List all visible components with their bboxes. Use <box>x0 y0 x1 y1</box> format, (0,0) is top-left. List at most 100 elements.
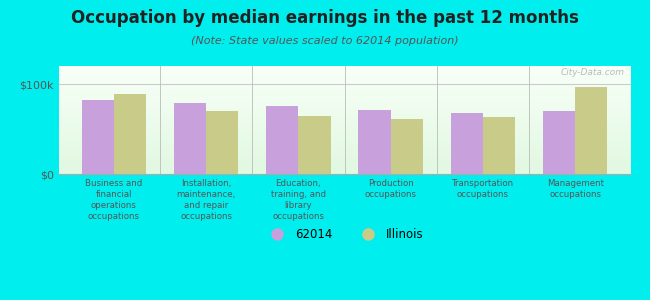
Bar <box>58 128 630 129</box>
Bar <box>298 116 331 174</box>
Bar <box>358 110 391 174</box>
Bar <box>58 120 630 121</box>
Bar <box>58 140 630 142</box>
Bar <box>58 154 630 156</box>
Bar <box>58 148 630 149</box>
Bar <box>58 161 630 162</box>
Bar <box>58 173 630 174</box>
Bar <box>58 151 630 152</box>
Bar <box>58 108 630 109</box>
Bar <box>58 118 630 119</box>
Bar <box>58 112 630 113</box>
Bar <box>58 74 630 75</box>
Bar <box>575 87 608 174</box>
Text: (Note: State values scaled to 62014 population): (Note: State values scaled to 62014 popu… <box>191 36 459 46</box>
Bar <box>58 158 630 159</box>
Text: City-Data.com: City-Data.com <box>561 68 625 77</box>
Bar <box>58 163 630 164</box>
Bar <box>58 75 630 76</box>
Bar <box>58 129 630 130</box>
Bar <box>58 67 630 68</box>
Bar <box>58 169 630 170</box>
Bar <box>58 95 630 96</box>
Bar <box>58 150 630 151</box>
Bar <box>58 137 630 138</box>
Bar <box>58 83 630 84</box>
Bar <box>58 82 630 83</box>
Bar <box>174 103 206 174</box>
Bar <box>58 156 630 157</box>
Bar <box>58 147 630 148</box>
Bar <box>58 124 630 125</box>
Bar <box>58 162 630 163</box>
Bar <box>58 102 630 103</box>
Bar <box>543 111 575 174</box>
Bar <box>58 91 630 92</box>
Bar <box>58 133 630 134</box>
Bar <box>58 172 630 173</box>
Bar <box>58 152 630 154</box>
Bar <box>58 171 630 172</box>
Bar <box>58 132 630 133</box>
Bar <box>58 86 630 88</box>
Bar <box>58 97 630 98</box>
Bar <box>81 100 114 174</box>
Bar <box>58 78 630 79</box>
Bar <box>58 131 630 132</box>
Bar <box>58 98 630 100</box>
Bar <box>58 106 630 107</box>
Bar <box>483 117 515 174</box>
Bar <box>58 81 630 82</box>
Bar <box>58 117 630 118</box>
Bar <box>58 94 630 95</box>
Bar <box>114 94 146 174</box>
Bar <box>58 73 630 74</box>
Bar <box>58 122 630 123</box>
Bar <box>58 100 630 102</box>
Bar <box>58 111 630 112</box>
Bar <box>58 127 630 128</box>
Bar <box>58 125 630 127</box>
Bar <box>266 106 298 174</box>
Bar <box>58 160 630 161</box>
Bar <box>58 110 630 111</box>
Bar <box>58 143 630 144</box>
Bar <box>58 159 630 160</box>
Bar <box>450 113 483 174</box>
Bar <box>58 96 630 97</box>
Bar <box>58 116 630 117</box>
Bar <box>58 149 630 150</box>
Bar <box>58 79 630 80</box>
Bar <box>58 121 630 122</box>
Bar <box>58 80 630 81</box>
Bar <box>58 104 630 105</box>
Bar <box>58 103 630 104</box>
Bar <box>58 105 630 106</box>
Bar <box>58 144 630 145</box>
Bar <box>58 69 630 70</box>
Bar <box>58 71 630 73</box>
Bar <box>58 68 630 69</box>
Bar <box>58 70 630 71</box>
Bar <box>58 113 630 115</box>
Text: Occupation by median earnings in the past 12 months: Occupation by median earnings in the pas… <box>71 9 579 27</box>
Bar <box>58 93 630 94</box>
Bar <box>58 119 630 120</box>
Bar <box>58 107 630 108</box>
Bar <box>58 109 630 110</box>
Bar <box>58 142 630 143</box>
Bar <box>58 134 630 135</box>
Bar <box>58 92 630 93</box>
Bar <box>58 136 630 137</box>
Bar <box>58 123 630 124</box>
Bar <box>58 157 630 158</box>
Bar <box>391 119 423 174</box>
Bar <box>58 165 630 166</box>
Bar <box>58 170 630 171</box>
Bar <box>206 111 239 174</box>
Bar <box>58 85 630 86</box>
Bar <box>58 88 630 89</box>
Bar <box>58 167 630 169</box>
Legend: 62014, Illinois: 62014, Illinois <box>261 224 428 246</box>
Bar <box>58 84 630 86</box>
